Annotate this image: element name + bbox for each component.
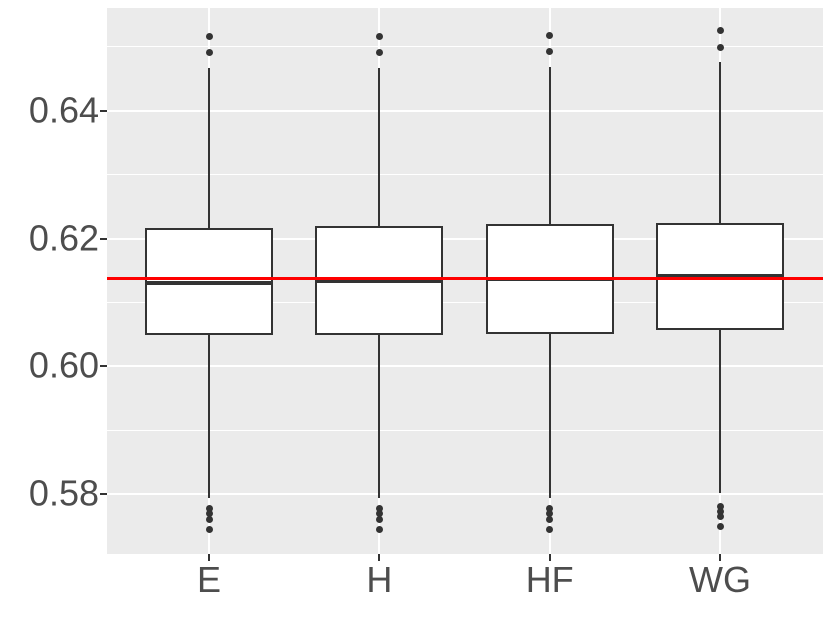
y-tick-mark [100, 492, 107, 495]
outlier-dot [375, 49, 383, 57]
outlier-dot [546, 47, 554, 55]
outlier-dot [716, 502, 724, 510]
median-line [656, 273, 785, 278]
x-axis-tick-label: HF [525, 559, 574, 600]
gridline-major [107, 365, 823, 368]
outlier-dot [546, 516, 554, 524]
y-axis-tick-label: 0.60 [28, 344, 99, 386]
outlier-dot [716, 27, 724, 35]
x-axis-tick-label: H [366, 559, 393, 600]
whisker-upper [208, 68, 211, 228]
outlier-dot [546, 31, 554, 39]
gridline-major [107, 237, 823, 240]
whisker-lower [378, 334, 381, 498]
gridline-minor [107, 301, 823, 303]
outlier-dot [205, 510, 213, 518]
outlier-dot [716, 523, 724, 531]
whisker-upper [548, 67, 551, 225]
x-tick-mark [378, 554, 381, 561]
outlier-dot [716, 507, 724, 515]
outlier-dot [546, 510, 554, 518]
y-axis-tick-label: 0.62 [28, 216, 99, 258]
whisker-upper [378, 68, 381, 227]
whisker-upper [719, 61, 722, 223]
plot-panel [107, 8, 823, 554]
outlier-dot [205, 33, 213, 41]
gridline-minor [107, 46, 823, 48]
whisker-lower [548, 333, 551, 498]
outlier-dot [205, 516, 213, 524]
gridline-minor [107, 429, 823, 431]
y-tick-mark [100, 365, 107, 368]
outlier-dot [546, 505, 554, 513]
x-axis-tick-label: E [197, 559, 222, 600]
y-tick-mark [100, 237, 107, 240]
outlier-dot [375, 526, 383, 534]
outlier-dot [716, 512, 724, 520]
y-tick-mark [100, 109, 107, 112]
outlier-dot [375, 510, 383, 518]
outlier-dot [205, 505, 213, 513]
outlier-dot [375, 33, 383, 41]
y-axis-tick-label: 0.58 [28, 472, 99, 514]
whisker-lower [208, 334, 211, 498]
outlier-dot [375, 516, 383, 524]
x-tick-mark [719, 554, 722, 561]
x-axis-tick-label: WG [689, 559, 752, 600]
median-line [145, 280, 274, 285]
outlier-dot [546, 526, 554, 534]
whisker-lower [719, 329, 722, 493]
reference-line [107, 277, 823, 281]
gridline-minor [107, 174, 823, 176]
gridline-major [107, 109, 823, 112]
y-axis-tick-label: 0.64 [28, 89, 99, 131]
outlier-dot [716, 44, 724, 52]
x-tick-mark [208, 554, 211, 561]
outlier-dot [205, 49, 213, 57]
x-tick-mark [548, 554, 551, 561]
outlier-dot [205, 526, 213, 534]
outlier-dot [375, 505, 383, 513]
median-line [315, 279, 444, 284]
gridline-major [107, 492, 823, 495]
